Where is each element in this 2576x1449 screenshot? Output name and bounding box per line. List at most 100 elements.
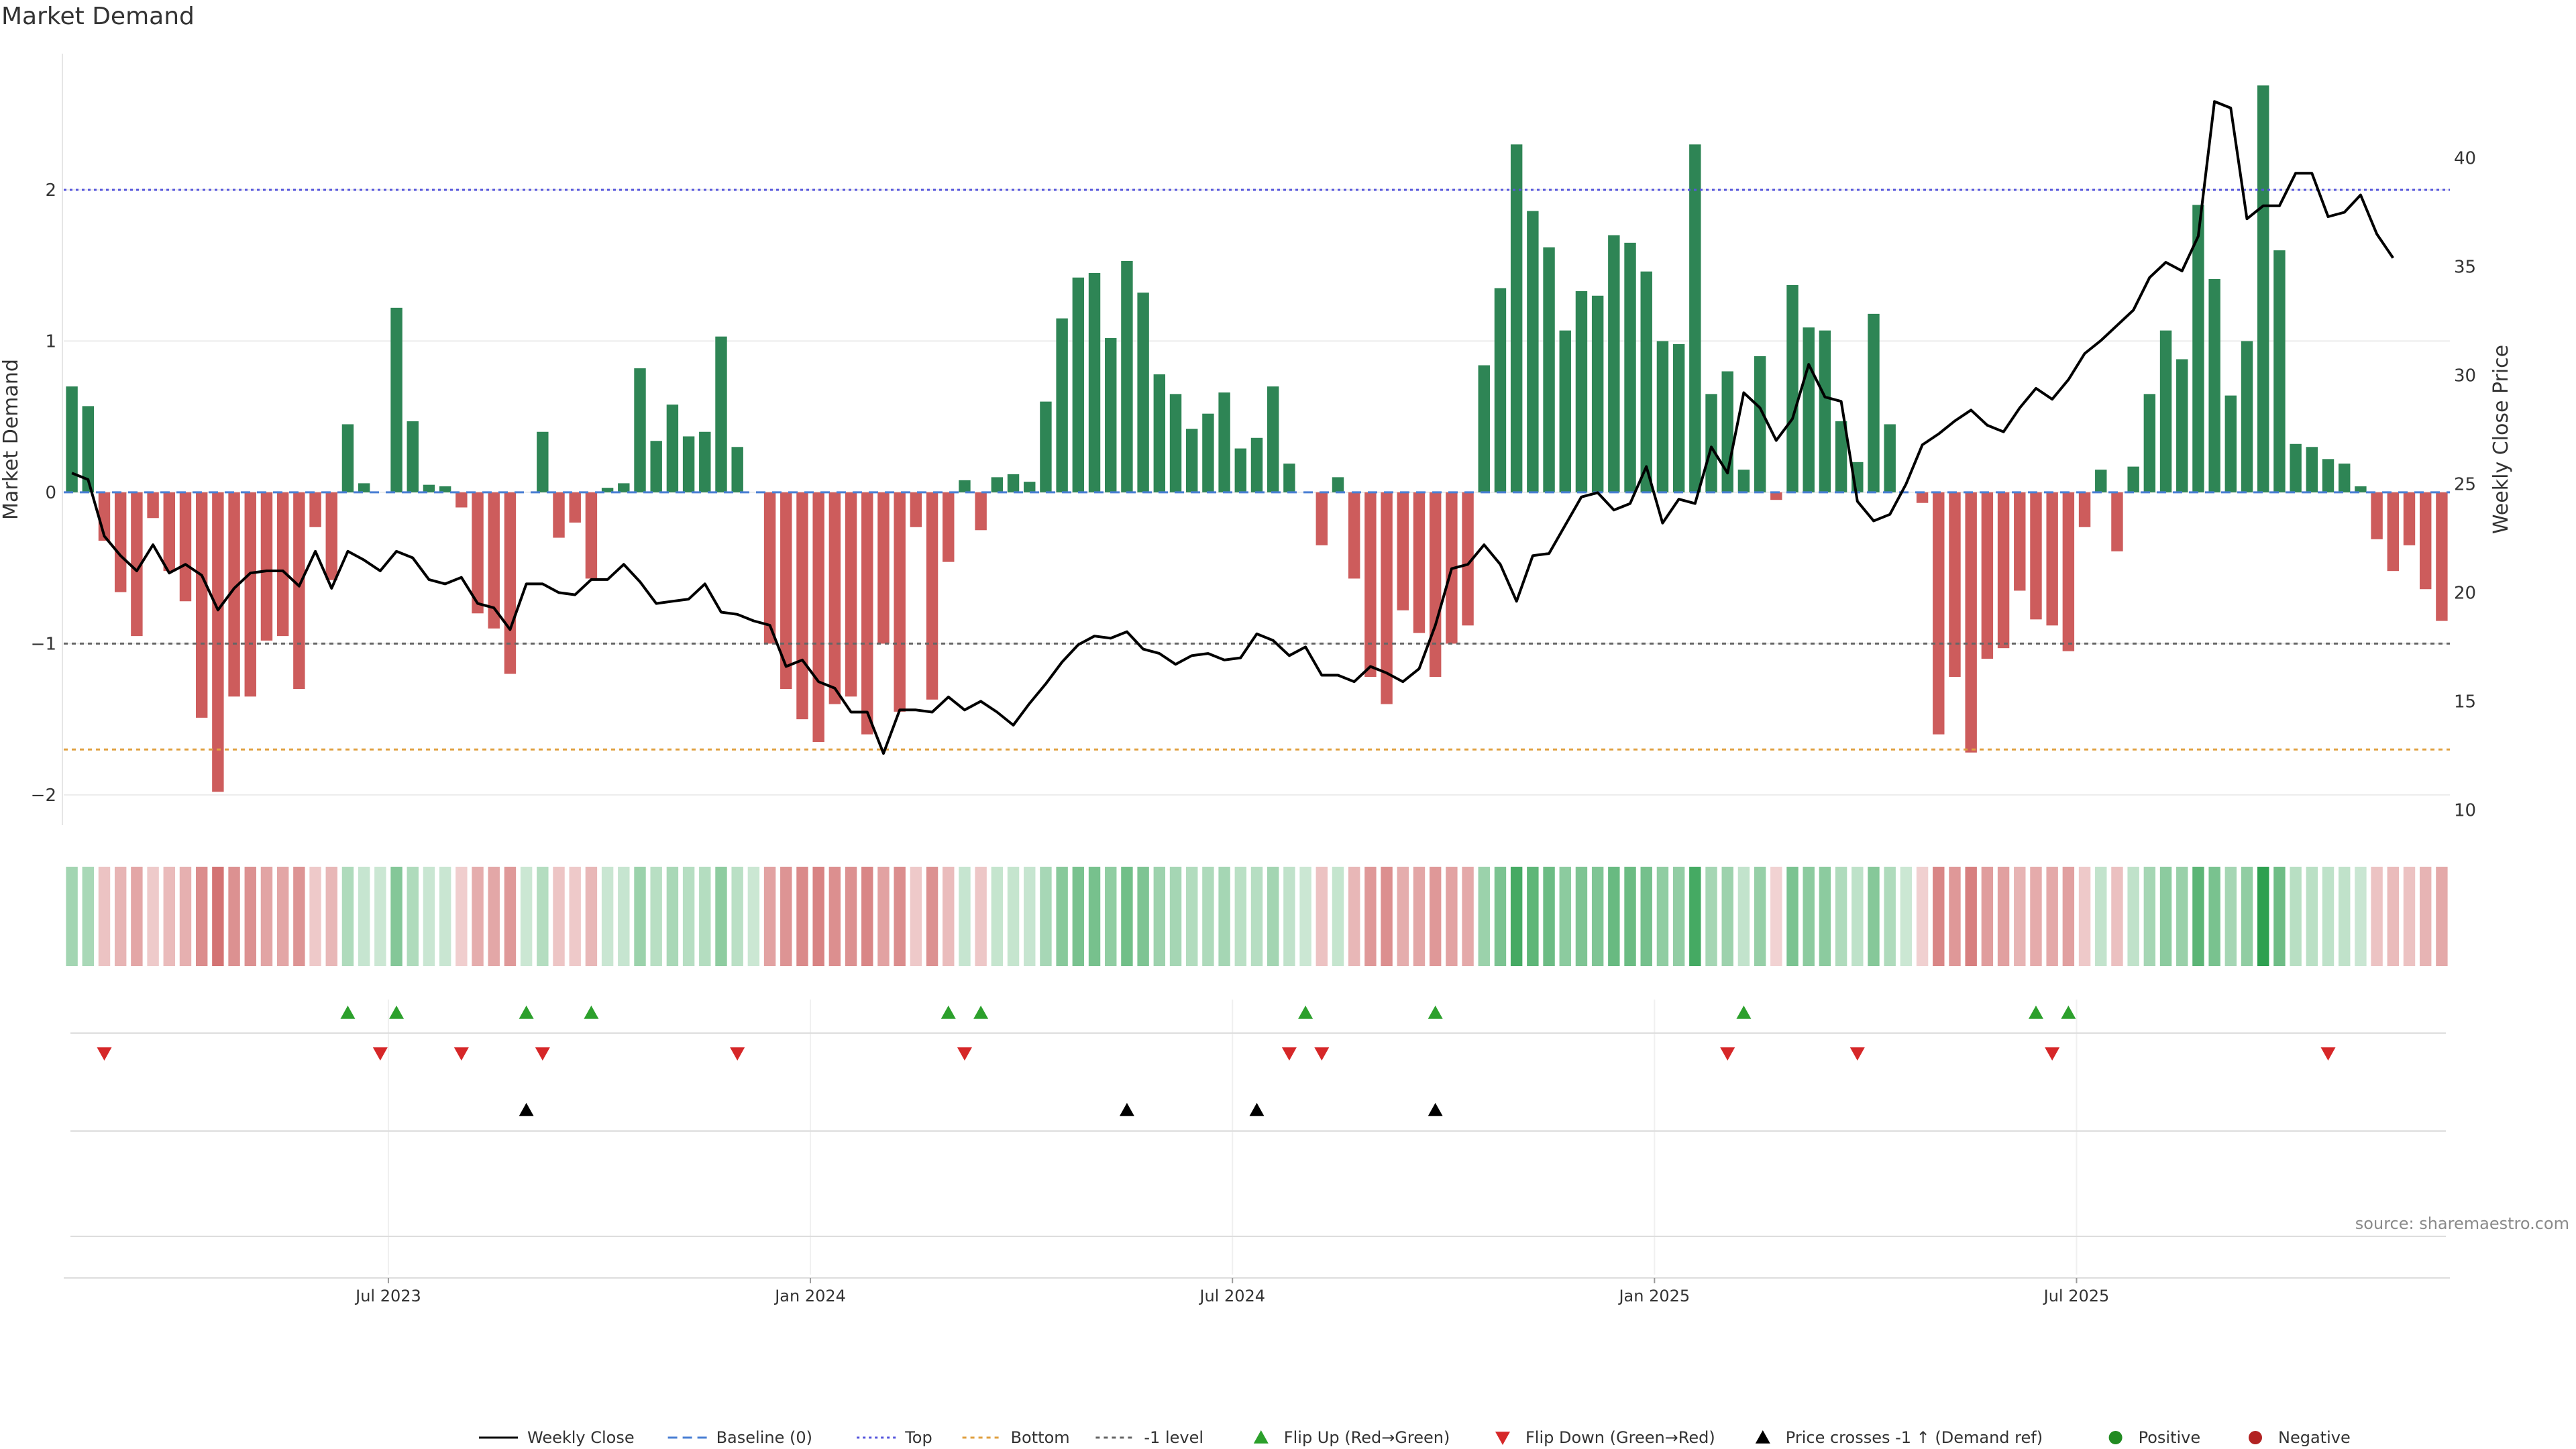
demand-bar — [1153, 374, 1166, 492]
demand-bar — [1737, 470, 1750, 492]
heat-strip-cell — [2322, 867, 2334, 966]
weekly-close-line — [71, 100, 2394, 755]
demand-bar — [1202, 413, 1214, 492]
heat-strip-cell — [2046, 867, 2058, 966]
x-tick-label: Jan 2025 — [1617, 1287, 1690, 1305]
demand-bar — [910, 492, 922, 527]
heat-strip-cell — [358, 867, 370, 966]
heat-strip-cell — [1916, 867, 1929, 966]
heat-strip-cell — [504, 867, 517, 966]
heat-strip-cell — [877, 867, 890, 966]
heat-strip-cell — [179, 867, 192, 966]
demand-bar — [2046, 492, 2058, 626]
demand-bar — [1981, 492, 1994, 659]
heat-strip-cell — [601, 867, 614, 966]
legend-item-top: Top — [857, 1428, 932, 1447]
x-tick-label: Jul 2023 — [354, 1287, 421, 1305]
demand-bar — [959, 480, 971, 492]
heat-strip-cell — [1316, 867, 1328, 966]
heat-strip-cell — [2143, 867, 2156, 966]
demand-bar — [1040, 401, 1052, 492]
heat-strip-cell — [1137, 867, 1149, 966]
demand-bar — [228, 492, 240, 697]
demand-bar — [715, 336, 727, 492]
legend-item-bottom: Bottom — [962, 1428, 1070, 1447]
heat-strip-cell — [1997, 867, 2010, 966]
heat-strip-cell — [1900, 867, 1913, 966]
demand-bar — [407, 421, 419, 492]
heat-strip-cell — [991, 867, 1004, 966]
heat-strip-cell — [1040, 867, 1052, 966]
heat-strip-cell — [731, 867, 743, 966]
demand-bar — [1316, 492, 1328, 545]
heat-strip-cell — [82, 867, 95, 966]
demand-bar — [423, 484, 435, 492]
heat-strip-cell — [1381, 867, 1393, 966]
demand-bar — [1218, 392, 1230, 492]
heat-strip-cell — [585, 867, 598, 966]
heat-strip-cell — [488, 867, 500, 966]
heat-strip-cell — [699, 867, 711, 966]
heat-strip-cell — [1024, 867, 1036, 966]
demand-bar — [1965, 492, 1977, 753]
chart-title: Market Demand — [1, 3, 195, 30]
demand-bar — [114, 492, 127, 592]
heat-strip-cell — [1803, 867, 1815, 966]
heat-strip-cell — [1105, 867, 1117, 966]
demand-bar — [845, 492, 857, 697]
demand-bar — [553, 492, 565, 538]
heat-strip-cell — [1559, 867, 1571, 966]
heat-strip-cell — [1672, 867, 1685, 966]
demand-bar — [569, 492, 581, 523]
heat-strip-cell — [1429, 867, 1442, 966]
heat-strip-cell — [2257, 867, 2269, 966]
flip-down-marker — [535, 1047, 550, 1061]
y2-tick-label: 35 — [2454, 257, 2476, 277]
legend-label: Baseline (0) — [716, 1428, 812, 1447]
demand-bar — [2159, 330, 2172, 492]
demand-bar — [2014, 492, 2026, 591]
heat-strip-cell — [2403, 867, 2416, 966]
demand-bar — [1250, 437, 1263, 492]
demand-bar — [731, 447, 743, 492]
demand-bar — [1705, 394, 1717, 492]
demand-bar — [2176, 359, 2188, 492]
heat-strip-cell — [618, 867, 630, 966]
demand-bar — [1933, 492, 1945, 735]
demand-bar — [1835, 421, 1847, 492]
heat-strip-cell — [276, 867, 289, 966]
heat-strip-cell — [1299, 867, 1311, 966]
flip-up-marker — [1736, 1006, 1752, 1019]
heat-strip-cell — [1007, 867, 1020, 966]
legend-label: Bottom — [1011, 1428, 1070, 1447]
heat-strip-cell — [682, 867, 695, 966]
heat-strip-cell — [1754, 867, 1766, 966]
demand-bar — [1397, 492, 1409, 610]
heat-strip-cell — [2436, 867, 2448, 966]
heat-strip-cell — [763, 867, 776, 966]
heat-strip-cell — [195, 867, 208, 966]
heat-strip-cell — [472, 867, 484, 966]
y2-tick-label: 15 — [2454, 692, 2476, 712]
heat-strip-cell — [2387, 867, 2400, 966]
heat-strip-cell — [1933, 867, 1945, 966]
heat-strip-cell — [439, 867, 451, 966]
demand-bar — [1413, 492, 1426, 633]
demand-bar — [975, 492, 987, 531]
demand-bar — [1624, 242, 1636, 492]
flip-down-marker — [1720, 1047, 1735, 1061]
heat-strip-cell — [1981, 867, 1994, 966]
demand-bar — [1478, 365, 1490, 492]
demand-bar — [2339, 464, 2351, 492]
demand-bar — [699, 431, 711, 492]
heat-strip-cell — [244, 867, 256, 966]
heat-strip-cell — [1234, 867, 1247, 966]
legend-swatch — [1253, 1430, 1269, 1444]
y2-tick-label: 30 — [2454, 366, 2476, 386]
legend-item-flip_up: Flip Up (Red→Green) — [1253, 1428, 1450, 1447]
demand-bar — [2224, 395, 2237, 492]
heat-strip-cell — [374, 867, 386, 966]
legend-item-cross: Price crosses -1 ↑ (Demand ref) — [1755, 1428, 2043, 1447]
demand-bar — [358, 483, 370, 492]
flip-down-marker — [453, 1047, 469, 1061]
